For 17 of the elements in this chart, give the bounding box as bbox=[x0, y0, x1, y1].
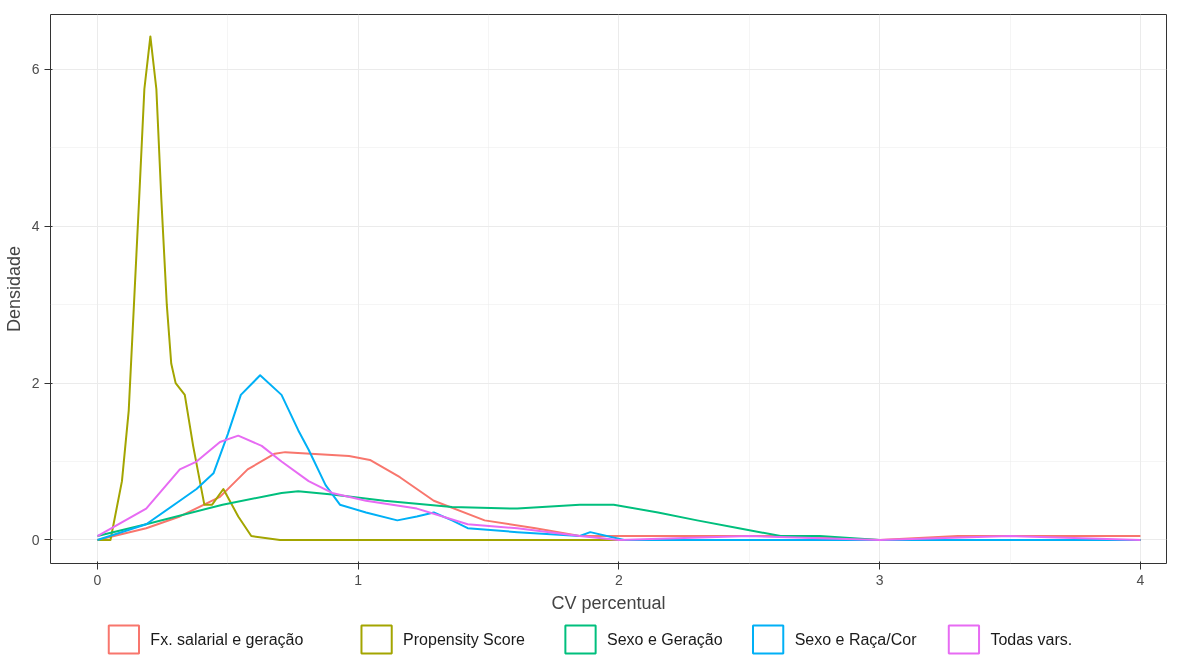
line-series bbox=[96, 434, 1142, 541]
x-tick-label: 1 bbox=[354, 571, 363, 588]
y-tick-label: 2 bbox=[31, 375, 40, 392]
legend-label: Todas vars. bbox=[990, 631, 1073, 648]
x-tick-label: 0 bbox=[93, 571, 102, 588]
x-tick-label: 2 bbox=[615, 571, 624, 588]
legend-label: Fx. salarial e geração bbox=[150, 631, 304, 648]
legend-label: Propensity Score bbox=[403, 631, 526, 648]
y-tick-label: 6 bbox=[31, 61, 40, 78]
legend-label: Sexo e Geração bbox=[606, 631, 723, 648]
y-tick-label: 0 bbox=[31, 531, 40, 548]
x-tick-label: 4 bbox=[1136, 571, 1145, 588]
y-tick-label: 4 bbox=[31, 218, 40, 235]
x-tick-label: 3 bbox=[875, 571, 884, 588]
x-axis-title: CV percentual bbox=[551, 592, 666, 613]
legend-label: Sexo e Raça/Cor bbox=[794, 631, 918, 648]
y-axis-title: Densidade bbox=[3, 245, 24, 333]
